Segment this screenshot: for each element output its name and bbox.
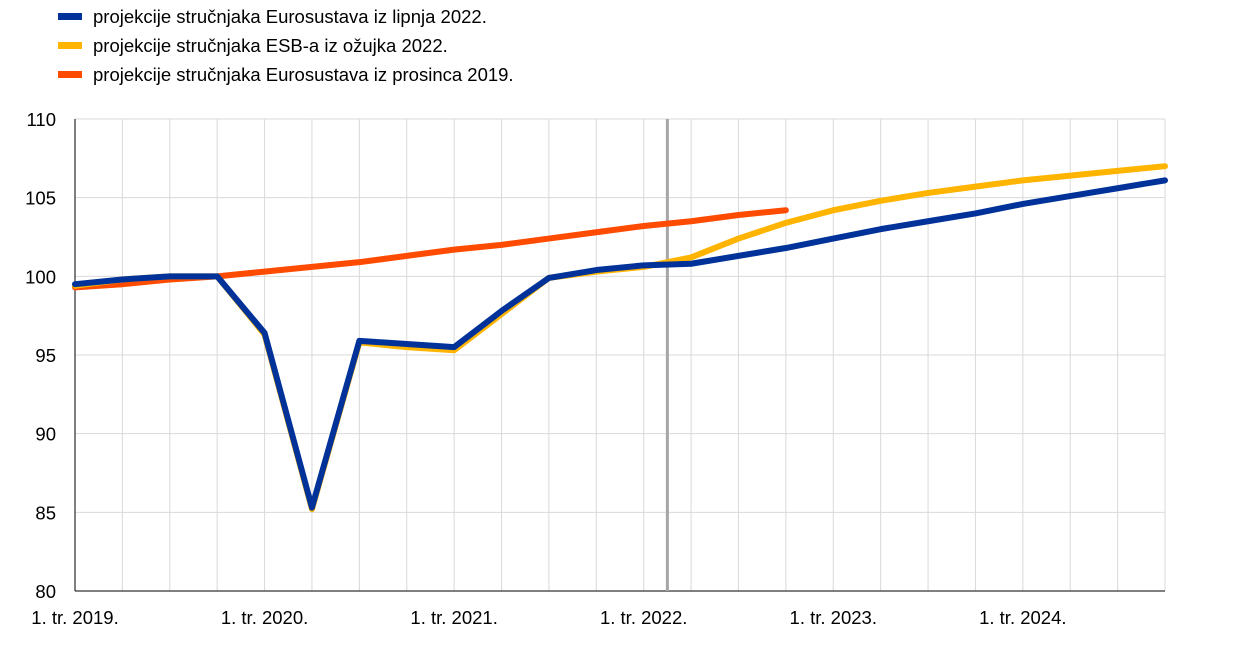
legend-item-june-2022: projekcije stručnjaka Eurosustava iz lip… (58, 2, 514, 31)
legend-swatch-december-2019 (58, 71, 82, 78)
legend-label-december-2019: projekcije stručnjaka Eurosustava iz pro… (93, 63, 514, 85)
chart-legend: projekcije stručnjaka Eurosustava iz lip… (58, 2, 514, 89)
series-line-1 (72, 163, 1168, 513)
y-tick-label: 85 (35, 502, 56, 523)
legend-label-june-2022: projekcije stručnjaka Eurosustava iz lip… (93, 5, 487, 27)
x-tick-label: 1. tr. 2023. (790, 607, 877, 628)
x-tick-label: 1. tr. 2020. (221, 607, 308, 628)
legend-label-march-2022: projekcije stručnjaka ESB-a iz ožujka 20… (93, 34, 448, 56)
x-tick-label: 1. tr. 2019. (31, 607, 118, 628)
y-tick-label: 95 (35, 345, 56, 366)
series-line-2 (72, 177, 1168, 511)
legend-item-march-2022: projekcije stručnjaka ESB-a iz ožujka 20… (58, 31, 514, 60)
legend-swatch-june-2022 (58, 13, 82, 20)
x-tick-label: 1. tr. 2024. (979, 607, 1066, 628)
y-tick-label: 110 (27, 109, 57, 130)
y-tick-label: 100 (25, 266, 56, 287)
legend-item-december-2019: projekcije stručnjaka Eurosustava iz pro… (58, 60, 514, 89)
legend-swatch-march-2022 (58, 42, 82, 49)
y-tick-label: 80 (35, 581, 56, 602)
x-tick-label: 1. tr. 2022. (600, 607, 687, 628)
y-tick-label: 105 (25, 188, 56, 209)
y-tick-label: 90 (35, 424, 56, 445)
x-tick-label: 1. tr. 2021. (410, 607, 497, 628)
